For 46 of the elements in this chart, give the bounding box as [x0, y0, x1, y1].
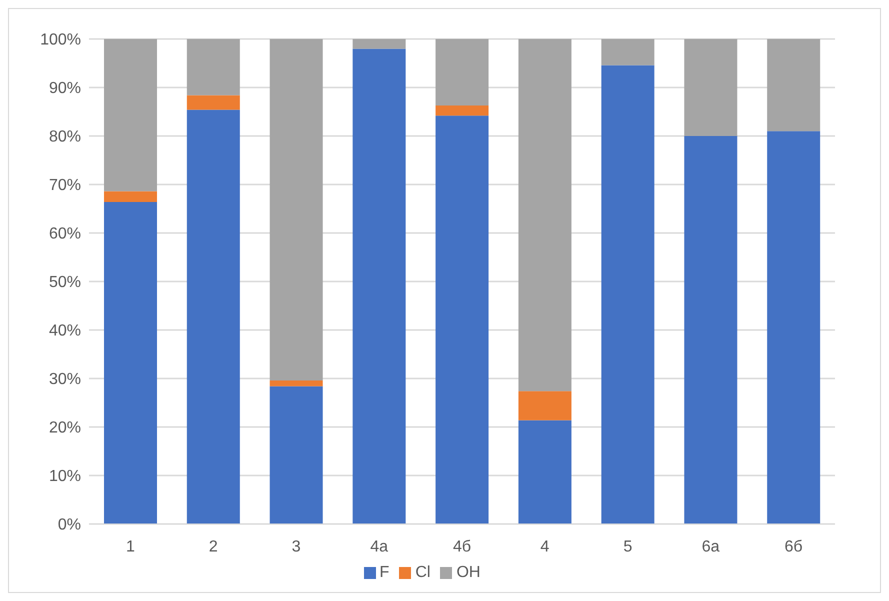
bar	[104, 191, 157, 202]
bar	[436, 116, 489, 524]
bar	[518, 391, 572, 420]
bar	[270, 380, 323, 386]
y-tick-label: 70%	[48, 177, 81, 194]
y-tick-label: 60%	[48, 226, 81, 243]
bar	[436, 105, 489, 116]
bar	[601, 65, 654, 524]
bar	[186, 39, 240, 96]
y-tick-label: 40%	[48, 322, 81, 340]
bar	[436, 39, 489, 106]
y-tick-label: 90%	[48, 80, 81, 98]
x-tick-label: 4	[540, 538, 550, 556]
bar	[270, 386, 323, 524]
y-tick-label: 10%	[48, 468, 81, 486]
bar	[104, 202, 157, 524]
legend-label: OH	[456, 564, 480, 581]
legend-label: F	[380, 564, 390, 581]
bar	[767, 39, 820, 132]
y-tick-label: 20%	[48, 420, 81, 437]
y-tick-label: 30%	[48, 371, 81, 388]
bar	[684, 136, 738, 524]
bar	[352, 39, 406, 49]
y-tick-label: 80%	[48, 128, 81, 146]
bar	[352, 48, 406, 524]
bar	[684, 39, 738, 136]
x-tick-label: 3	[292, 538, 301, 556]
bar	[518, 420, 572, 524]
bar	[270, 39, 323, 380]
bar	[186, 95, 240, 110]
y-tick-label: 100%	[40, 32, 81, 49]
x-tick-label: 6б	[784, 538, 803, 556]
bar	[601, 39, 654, 66]
x-tick-label: 4б	[452, 538, 472, 556]
x-tick-label: 2	[208, 538, 218, 556]
y-tick-label: 0%	[58, 516, 81, 534]
x-tick-label: 5	[623, 538, 632, 556]
bar	[767, 131, 820, 524]
y-tick-label: 50%	[48, 274, 81, 292]
legend-label: Cl	[415, 564, 430, 581]
x-tick-label: 4a	[370, 538, 388, 556]
bar	[518, 39, 572, 392]
x-tick-label: 6a	[702, 538, 720, 556]
bar	[104, 39, 157, 192]
x-tick-label: 1	[126, 538, 135, 556]
bar	[186, 110, 240, 524]
